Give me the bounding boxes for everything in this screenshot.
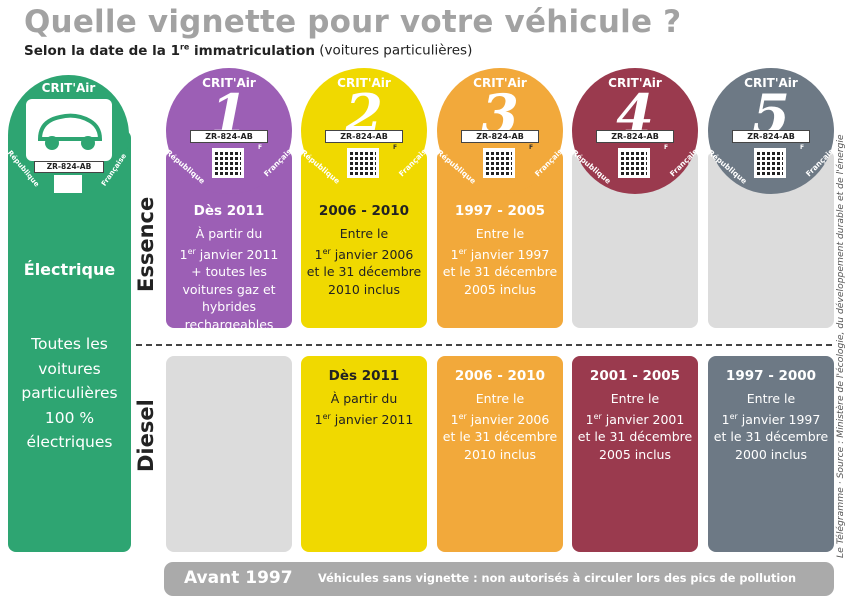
qr-code-icon xyxy=(754,148,786,178)
sticker-plate: ZR-824-AB xyxy=(732,130,810,143)
essence-description-2: Entre le 1er janvier 2006 et le 31 décembr… xyxy=(306,226,422,297)
diesel-description-2: À partir du 1er janvier 2011 xyxy=(314,391,414,427)
footer-note: Véhicules sans vignette : non autorisés … xyxy=(318,572,797,585)
row-label-essence: Essence xyxy=(134,196,158,292)
diesel-period-2: Dès 2011 xyxy=(328,368,400,384)
sticker-brand: CRIT'Air xyxy=(473,76,527,90)
sticker-brand: CRIT'Air xyxy=(744,76,798,90)
diesel-panel-5 xyxy=(708,356,834,552)
qr-code-icon xyxy=(483,148,515,178)
electric-title: Électrique xyxy=(23,260,116,279)
electric-plate: ZR-824-AB xyxy=(34,161,104,173)
electric-panel xyxy=(8,130,131,552)
critair-sticker-1: CRIT'Air 1 ZR-824-AB F République França… xyxy=(164,68,297,194)
sticker-plate: ZR-824-AB xyxy=(596,130,674,143)
sticker-brand: CRIT'Air xyxy=(337,76,391,90)
diesel-description-4: Entre le 1er janvier 2001 et le 31 décembr… xyxy=(577,391,693,462)
sticker-plate: ZR-824-AB xyxy=(461,130,539,143)
divider xyxy=(136,344,832,346)
diesel-period-5: 1997 - 2000 xyxy=(725,368,817,384)
electric-car-icon xyxy=(26,99,112,161)
diesel-panel-1 xyxy=(166,356,292,552)
qr-code-icon xyxy=(618,148,650,178)
essence-period-3: 1997 - 2005 xyxy=(454,203,546,219)
sticker-brand: CRIT'Air xyxy=(41,81,96,95)
row-label-diesel: Diesel xyxy=(134,399,158,472)
electric-sticker: CRIT'Air ZR-824-AB ZR-824-AB République … xyxy=(6,75,129,196)
essence-period-2: 2006 - 2010 xyxy=(318,203,410,219)
sticker-plate: ZR-824-AB xyxy=(190,130,268,143)
electric-description: Toutes les voitures particulières 100 % … xyxy=(21,335,118,451)
source-note: Le Télégramme · Source : Ministère de l'… xyxy=(835,134,846,558)
critair-sticker-3: CRIT'Air 3 ZR-824-AB F République França… xyxy=(435,68,568,194)
qr-code-icon xyxy=(54,175,82,193)
page-subtitle: Selon la date de la 1re immatriculation … xyxy=(24,42,473,59)
sticker-plate-suffix: F xyxy=(529,144,534,151)
sticker-brand: CRIT'Air xyxy=(608,76,662,90)
diesel-period-4: 2001 - 2005 xyxy=(589,368,681,384)
page-title: Quelle vignette pour votre véhicule ? xyxy=(24,4,682,40)
footer-before-1997: Avant 1997 xyxy=(184,568,293,588)
qr-code-icon xyxy=(347,148,379,178)
critair-sticker-2: CRIT'Air 2 ZR-824-AB F République França… xyxy=(299,68,432,194)
essence-description-3: Entre le 1er janvier 1997 et le 31 décembr… xyxy=(442,226,558,297)
sticker-plate-suffix: F xyxy=(258,144,263,151)
critair-sticker-4: CRIT'Air 4 ZR-824-AB F République França… xyxy=(570,68,703,194)
essence-period-1: Dès 2011 xyxy=(193,203,265,219)
diesel-panel-2 xyxy=(301,356,427,552)
sticker-plate-suffix: F xyxy=(393,144,398,151)
qr-code-icon xyxy=(212,148,244,178)
sticker-brand: CRIT'Air xyxy=(202,76,256,90)
essence-description-1: À partir du 1er janvier 2011 + toutes les v… xyxy=(179,226,279,332)
diesel-period-3: 2006 - 2010 xyxy=(454,368,546,384)
diesel-panel-3 xyxy=(437,356,563,552)
critair-sticker-5: CRIT'Air 5 ZR-824-AB F République França… xyxy=(706,68,839,194)
sticker-plate-suffix: F xyxy=(664,144,669,151)
diesel-panel-4 xyxy=(572,356,698,552)
diesel-description-3: Entre le 1er janvier 2006 et le 31 décembr… xyxy=(442,391,558,462)
sticker-plate-suffix: F xyxy=(800,144,805,151)
diesel-description-5: Entre le 1er janvier 1997 et le 31 décembr… xyxy=(713,391,829,462)
sticker-plate: ZR-824-AB xyxy=(325,130,403,143)
footer-banner: Avant 1997 Véhicules sans vignette : non… xyxy=(164,562,834,596)
